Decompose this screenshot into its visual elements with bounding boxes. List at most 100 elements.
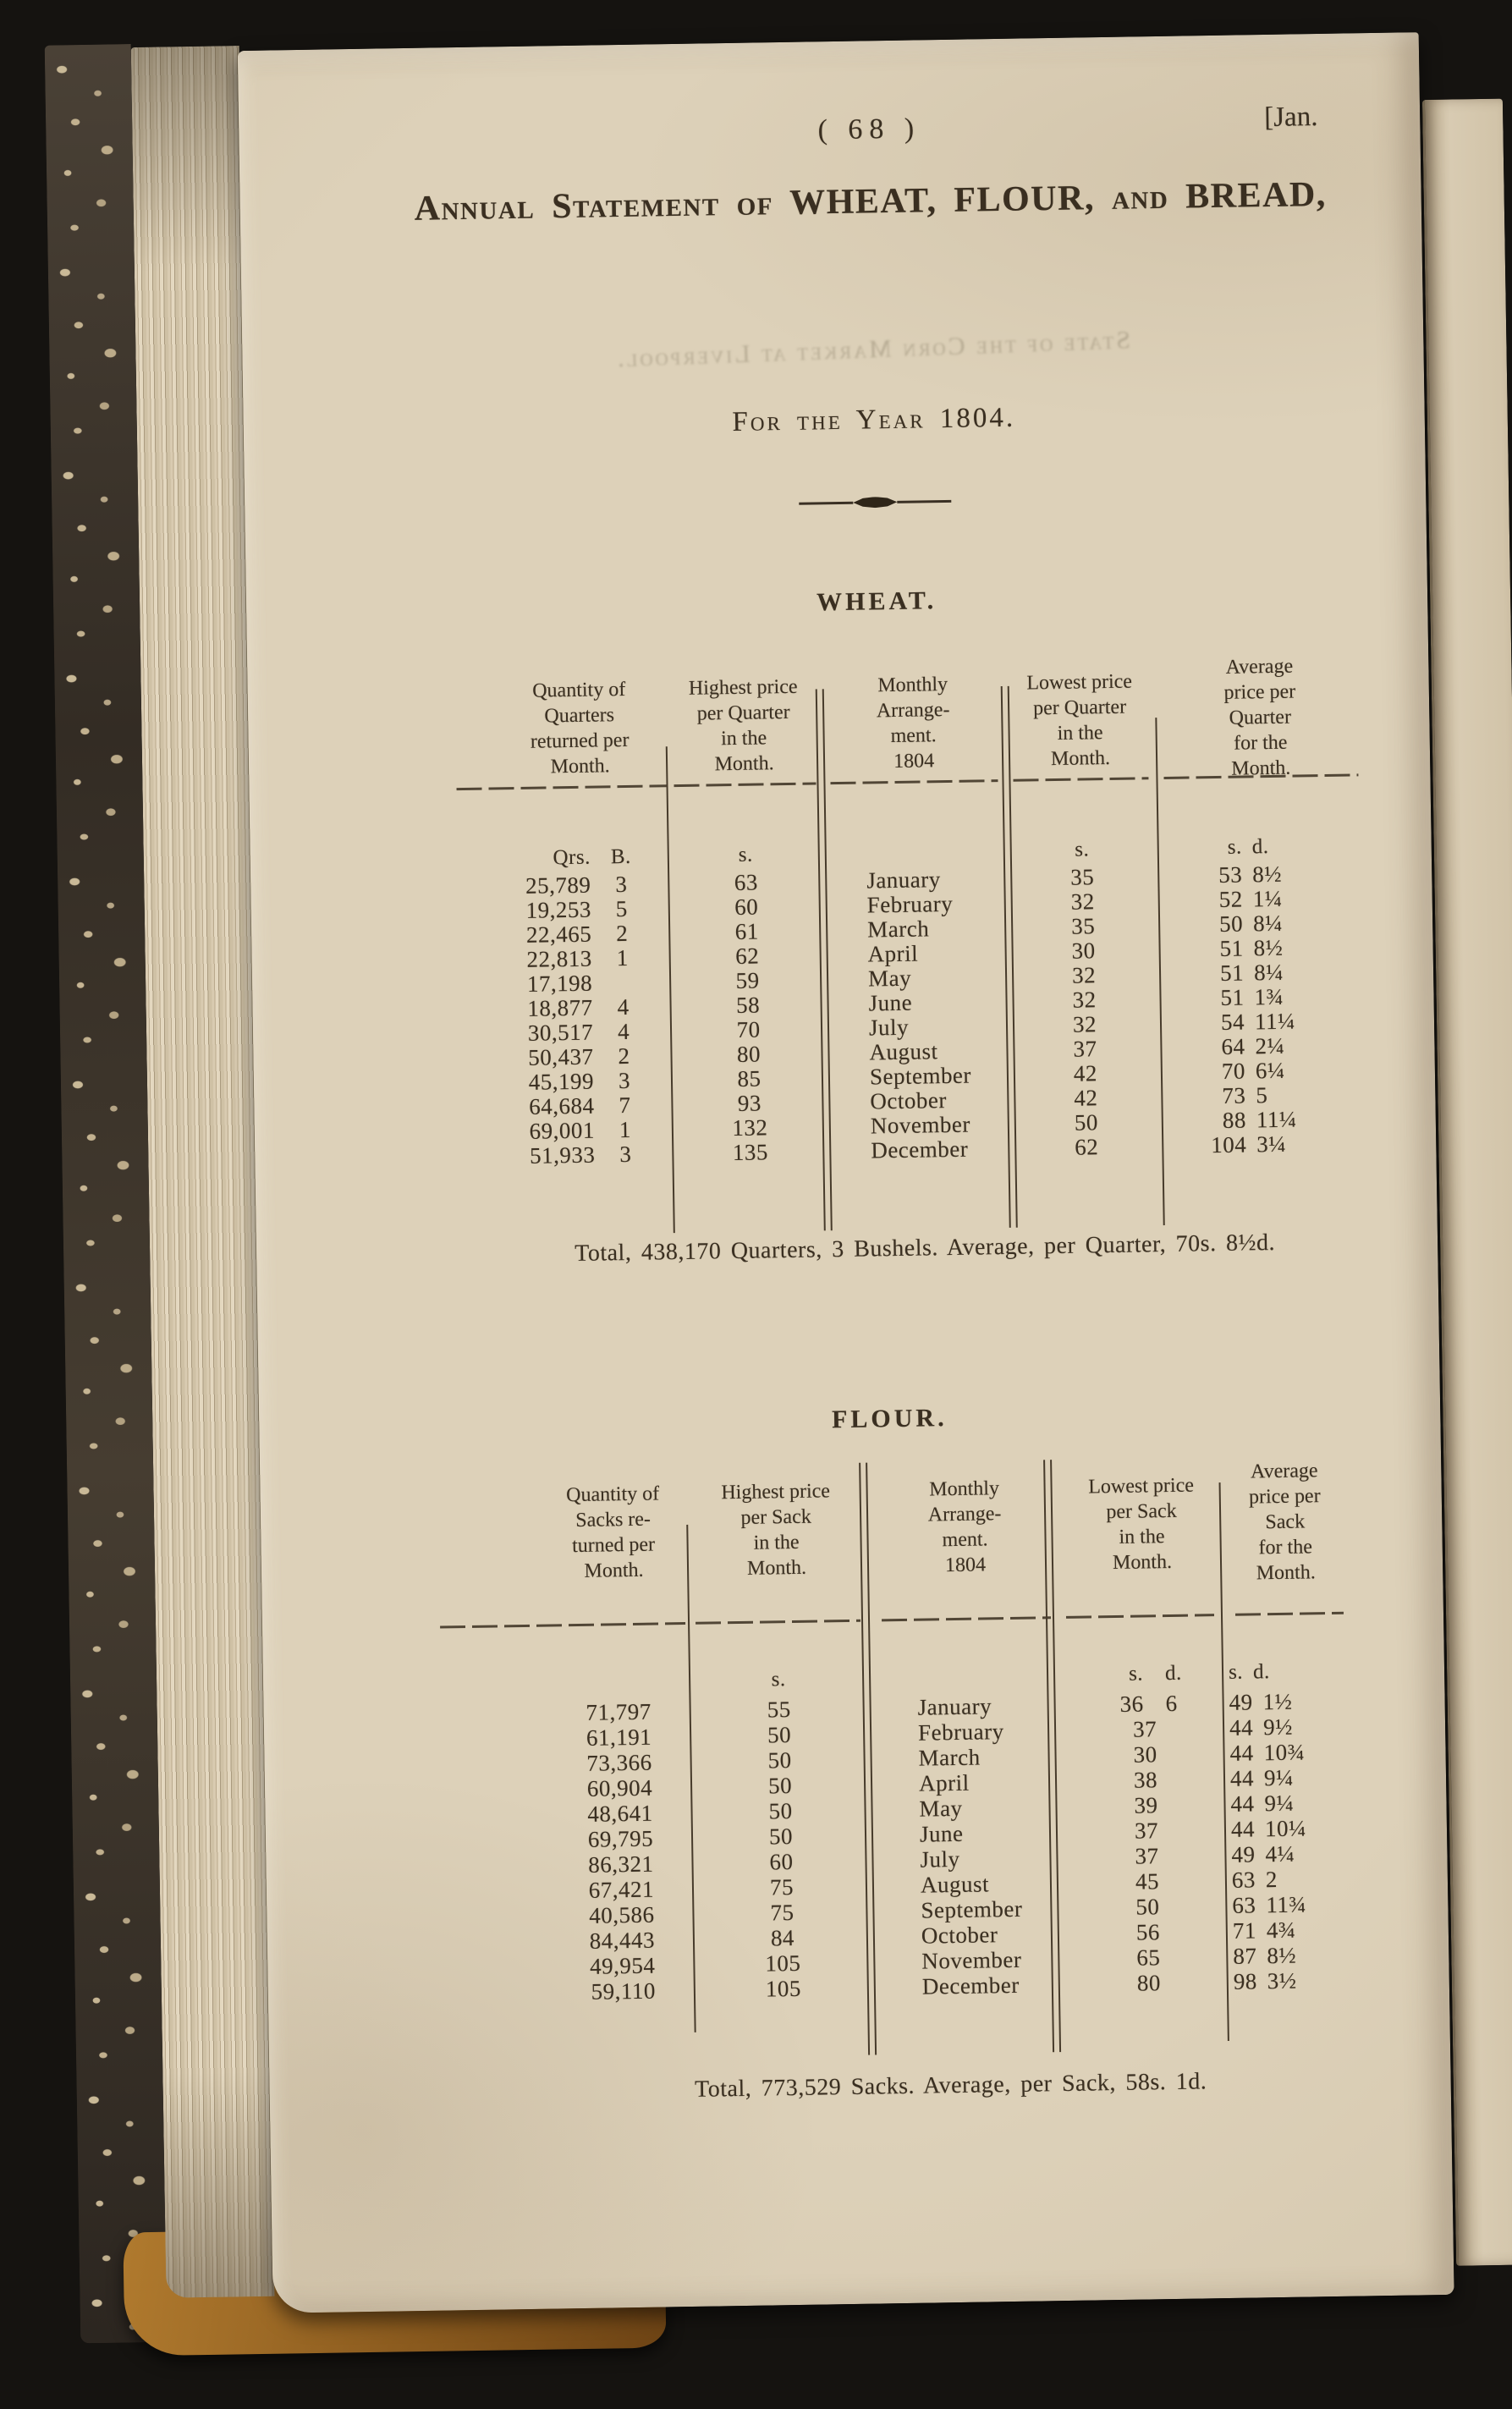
average-price-cell: 87 8½ [1233, 1942, 1297, 1969]
lowest-price-cell: 62 [1075, 1134, 1099, 1160]
month-cell: June [919, 1820, 964, 1847]
average-price-cell: 88 11¼ [1222, 1106, 1297, 1133]
average-price-cell: 51 1¾ [1220, 983, 1284, 1010]
header-rule [882, 1616, 1052, 1622]
average-price-cell: 51 8¼ [1219, 959, 1284, 986]
average-price-cell: 104 3¼ [1211, 1130, 1287, 1158]
lowest-price-cell: 32 [1072, 1011, 1097, 1037]
average-price-cell: 49 4¼ [1231, 1840, 1295, 1867]
highest-price-cell: 75 [769, 1874, 794, 1900]
average-price-cell: 51 8½ [1219, 934, 1284, 961]
average-price-cell: 53 8½ [1218, 861, 1283, 888]
average-price-cell: 44 10¼ [1230, 1815, 1306, 1842]
flour-average-units: s. d. [1229, 1658, 1346, 1686]
shillings-unit: s. [1228, 1660, 1244, 1684]
month-cell: November [870, 1111, 971, 1139]
wheat-quantity-column: 25,789 3 19,253 5 22,465 2 22,813 1 17,198 18,877… [496, 872, 672, 1169]
lowest-price-cell: 30 [1133, 1741, 1157, 1768]
month-cell: May [867, 965, 912, 992]
quantity-cell: 67,421 [588, 1876, 655, 1903]
quantity-cell: 69,795 [587, 1825, 654, 1852]
quantity-cell: 60,904 [586, 1774, 653, 1801]
lowest-price-cell: 32 [1071, 962, 1097, 988]
flour-col-highest-header: Highest price per Sack in the Month. [721, 1480, 831, 1580]
page-title: Annual Statement of WHEAT, FLOUR, and BR… [414, 174, 1328, 228]
flour-highest-units: s. [689, 1666, 868, 1694]
month-cell: October [870, 1087, 948, 1114]
lowest-price-cell: 32 [1070, 888, 1095, 915]
average-price-cell: 44 9½ [1229, 1713, 1294, 1741]
lowest-price-cell: 35 [1070, 913, 1096, 939]
page-number: ( 68 ) [817, 113, 921, 146]
highest-price-cell: 50 [768, 1798, 793, 1824]
lowest-price-cell: 50 [1074, 1109, 1099, 1136]
qrs-unit: Qrs. [553, 845, 591, 870]
quantity-cell: 50,437 2 [528, 1042, 630, 1070]
book-page: ( 68 ) [Jan. State of the Corn Market at… [237, 32, 1454, 2313]
lowest-price-cell: 39 [1134, 1792, 1158, 1818]
month-cell: August [920, 1871, 990, 1898]
month-cell: November [921, 1946, 1022, 1974]
quantity-cell: 22,465 2 [525, 920, 629, 948]
bleed-through-text: State of the Corn Market at Liverpool. [614, 326, 1131, 373]
highest-price-cell: 63 [734, 869, 759, 895]
header-rule [1234, 1611, 1344, 1616]
highest-price-cell: 50 [767, 1722, 792, 1748]
lowest-price-cell: 42 [1073, 1060, 1098, 1086]
month-cell: September [869, 1062, 972, 1090]
quantity-cell: 25,789 3 [525, 871, 628, 899]
quantity-cell: 73,366 [586, 1749, 652, 1776]
month-cell: August [869, 1038, 938, 1065]
quantity-cell: 59,110 [591, 1977, 657, 2005]
wheat-highest-column: 63 60 61 62 59 58 70 80 85 93 132 135 [668, 869, 828, 1166]
flour-table: Quantity of Sacks re- turned per Month. … [440, 1430, 1353, 2073]
flour-average-column: 49 1½ 44 9½ 44 10¾ 44 9¼ 44 9¼ 44 10¼ 49 4¼ 63 2 63 11¾ 71… [1229, 1688, 1351, 1994]
month-cell: February [866, 890, 954, 918]
highest-price-cell: 93 [737, 1090, 762, 1116]
wheat-lowest-units: s. [1007, 836, 1157, 863]
flour-month-column: January February March April May June July Augu… [875, 1692, 1064, 1999]
month-cell: March [918, 1744, 981, 1771]
wheat-qty-units: Qrs. B. [496, 844, 668, 871]
lowest-price-cell: 65 [1136, 1944, 1161, 1971]
month-cell: April [867, 940, 919, 967]
wheat-lowest-column: 35 32 35 30 32 32 32 37 42 42 50 62 [1007, 864, 1162, 1161]
quantity-cell: 86,321 [588, 1851, 654, 1878]
wheat-col-month-header: Monthly Arrange- ment. 1804 [876, 673, 950, 773]
highest-price-cell: 75 [770, 1900, 794, 1926]
month-cell: February [917, 1719, 1004, 1746]
average-price-cell: 73 5 [1222, 1082, 1268, 1108]
flour-col-average-header: Average price per Sack for the Month. [1248, 1460, 1321, 1585]
quantity-cell: 61,191 [586, 1724, 652, 1751]
highest-price-cell: 50 [767, 1747, 792, 1774]
wheat-col-highest-header: Highest price per Quarter in the Month. [688, 675, 798, 776]
wheat-col-lowest-header: Lowest price per Quarter in the Month. [1026, 670, 1133, 771]
average-price-cell: 64 2¼ [1221, 1032, 1285, 1059]
quantity-cell: 18,877 4 [527, 993, 630, 1021]
month-cell: January [917, 1693, 992, 1720]
highest-price-cell: 59 [735, 967, 760, 993]
lowest-price-cell: 35 [1070, 864, 1095, 890]
shillings-unit: s. [771, 1668, 786, 1691]
quantity-cell: 48,641 [587, 1800, 653, 1827]
header-rule [1065, 1614, 1215, 1619]
month-cell: April [918, 1769, 970, 1796]
flour-lowest-units: s. d. [1059, 1660, 1229, 1688]
highest-price-cell: 135 [732, 1139, 769, 1166]
header-rule [440, 1621, 686, 1629]
flour-col-month-header: Monthly Arrange- ment. 1804 [927, 1477, 1002, 1577]
page-subtitle: For the Year 1804. [732, 402, 1016, 437]
wheat-month-column: January February March April May June July Augu… [824, 866, 1011, 1163]
quantity-cell: 22,813 1 [526, 944, 629, 972]
wheat-average-units: s. d. [1157, 833, 1367, 861]
lowest-price-cell: 37 [1134, 1818, 1159, 1844]
month-cell: March [866, 916, 930, 943]
highest-price-cell: 132 [732, 1114, 768, 1141]
pence-unit: d. [1251, 835, 1269, 859]
month-cell: October [921, 1922, 998, 1949]
lowest-price-cell: 32 [1072, 987, 1097, 1013]
divider-rule-left [799, 501, 854, 505]
highest-price-cell: 58 [735, 992, 761, 1018]
flour-lowest-column: 36 6 37 30 38 39 37 37 45 50 56 65 80 [1059, 1690, 1234, 1997]
month-cell: May [919, 1795, 963, 1822]
